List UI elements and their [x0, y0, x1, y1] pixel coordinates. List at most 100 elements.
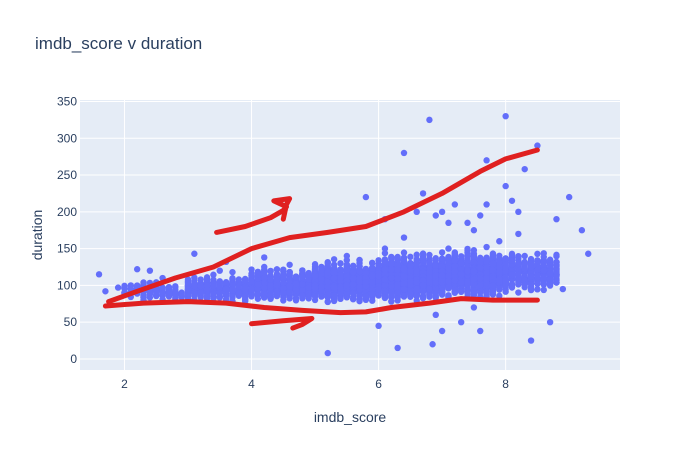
data-point: [235, 283, 243, 291]
data-point: [280, 297, 287, 304]
data-point: [356, 297, 363, 305]
data-point: [394, 275, 401, 282]
data-point: [419, 281, 427, 289]
data-point: [451, 249, 459, 256]
data-point: [273, 290, 281, 297]
data-point: [388, 298, 395, 305]
data-point: [349, 263, 357, 270]
data-point: [496, 252, 503, 260]
data-point: [286, 270, 293, 277]
data-point: [388, 266, 395, 273]
data-point: [299, 292, 306, 299]
data-point: [280, 266, 287, 273]
data-point: [311, 272, 319, 280]
data-point: [451, 268, 459, 275]
data-point: [413, 286, 420, 294]
data-point: [280, 279, 287, 287]
data-point: [483, 257, 490, 265]
data-point: [286, 288, 293, 296]
data-point: [394, 281, 401, 288]
data-point: [464, 279, 471, 286]
data-point: [375, 285, 382, 293]
data-point: [229, 281, 236, 288]
data-point: [388, 260, 395, 268]
data-point: [267, 276, 274, 283]
data-point: [419, 295, 427, 302]
data-point: [515, 289, 522, 296]
data-point: [413, 251, 420, 258]
data-point: [343, 266, 351, 273]
data-point: [292, 286, 300, 294]
data-point: [457, 270, 465, 278]
data-point: [197, 276, 204, 283]
data-point: [337, 275, 344, 282]
data-point: [438, 255, 446, 262]
data-point: [121, 284, 128, 291]
data-point: [330, 256, 338, 263]
data-point: [299, 286, 306, 293]
data-point: [356, 268, 363, 275]
data-point: [381, 287, 389, 295]
data-point: [489, 266, 497, 274]
data-point: [324, 278, 331, 286]
data-point: [483, 269, 490, 276]
data-point: [438, 291, 446, 298]
data-point: [534, 286, 541, 293]
scatter-points: [95, 112, 592, 357]
data-point: [407, 290, 414, 297]
data-point: [349, 290, 357, 297]
data-point: [280, 273, 287, 280]
data-point: [349, 275, 357, 282]
data-point: [248, 272, 255, 279]
data-point: [299, 273, 306, 281]
data-point: [324, 269, 331, 276]
data-point: [515, 253, 522, 260]
data-point: [203, 276, 211, 284]
data-point: [241, 277, 249, 284]
grid-lines: [80, 100, 620, 370]
data-point: [464, 252, 471, 260]
data-point: [407, 253, 414, 261]
data-point: [483, 289, 490, 297]
data-point: [254, 281, 262, 288]
data-point: [216, 283, 223, 291]
data-point: [464, 245, 471, 253]
data-point: [267, 292, 274, 299]
data-point: [362, 274, 370, 282]
data-point: [508, 281, 516, 289]
data-point: [489, 288, 497, 296]
data-point: [426, 259, 433, 267]
data-point: [457, 288, 465, 296]
data-point: [394, 289, 401, 296]
data-point: [318, 266, 325, 274]
data-point: [496, 259, 503, 266]
data-point: [362, 292, 370, 300]
data-point: [261, 290, 268, 297]
data-point: [356, 256, 363, 264]
data-point: [330, 292, 338, 299]
data-point: [464, 267, 471, 275]
data-point: [210, 283, 217, 290]
data-point: [292, 274, 300, 281]
data-point: [254, 275, 262, 282]
data-point: [369, 279, 376, 286]
data-point: [470, 268, 478, 275]
data-point: [146, 288, 154, 296]
data-point: [534, 250, 541, 258]
data-point: [248, 278, 255, 285]
data-point: [324, 298, 331, 305]
data-point: [400, 265, 408, 273]
data-point: [438, 272, 446, 279]
data-point: [254, 295, 262, 302]
data-point: [470, 253, 478, 260]
data-point: [286, 282, 293, 290]
data-point: [419, 255, 427, 263]
data-point: [369, 265, 376, 272]
data-point: [203, 292, 211, 300]
data-point: [445, 265, 452, 272]
data-point: [229, 275, 236, 282]
data-point: [273, 266, 281, 273]
data-point: [400, 273, 408, 280]
data-point: [261, 284, 268, 292]
